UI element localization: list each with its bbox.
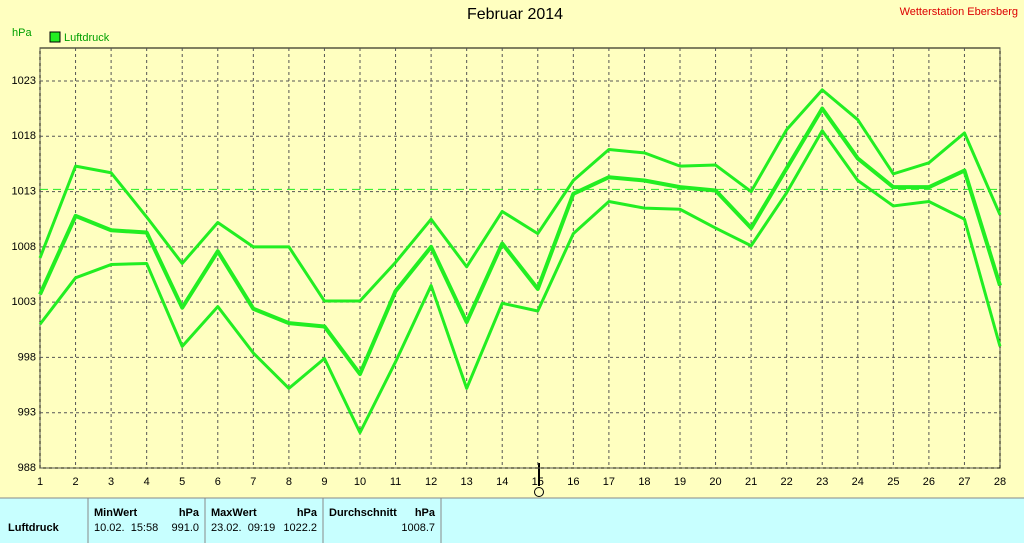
series-line [38,129,1002,435]
table-unit: hPa [415,507,436,519]
x-tick-label: 3 [108,476,114,488]
table-value: 1008.7 [401,522,435,534]
x-tick-label: 26 [923,476,935,488]
x-tick-label: 5 [179,476,185,488]
y-tick-label: 998 [18,351,36,363]
y-tick-label: 988 [18,462,36,474]
table-header: MinWert [94,507,138,519]
y-tick-label: 1008 [12,241,36,253]
source: Wetterstation Ebersberg [900,6,1018,18]
legend-swatch [49,31,61,43]
table-unit: hPa [297,507,318,519]
y-tick-label: 1013 [12,185,36,197]
cursor-knob [534,487,544,497]
table-unit: hPa [179,507,200,519]
legend-label: Luftdruck [64,32,110,44]
series-line [38,88,1002,303]
x-tick-label: 17 [603,476,615,488]
x-tick-label: 16 [567,476,579,488]
table-header: MaxWert [211,507,257,519]
table-header: Durchschnitt [329,507,397,519]
x-tick-label: 23 [816,476,828,488]
x-tick-label: 24 [852,476,864,488]
x-tick-label: 7 [250,476,256,488]
table-value: 1022.2 [283,522,317,534]
series-line [38,106,1002,377]
x-tick-label: 15 [532,476,544,488]
y-tick-label: 1023 [12,75,36,87]
y-tick-label: 1018 [12,130,36,142]
x-tick-label: 19 [674,476,686,488]
y-tick-label: 993 [18,407,36,419]
x-tick-label: 10 [354,476,366,488]
x-tick-label: 22 [781,476,793,488]
table-row-label: Luftdruck [8,522,60,534]
x-tick-label: 9 [321,476,327,488]
x-tick-label: 8 [286,476,292,488]
x-tick-label: 4 [144,476,150,488]
x-tick-label: 1 [37,476,43,488]
y-tick-label: 1003 [12,296,36,308]
x-tick-label: 27 [958,476,970,488]
x-tick-label: 12 [425,476,437,488]
x-tick-label: 21 [745,476,757,488]
x-tick-label: 13 [461,476,473,488]
x-tick-label: 2 [72,476,78,488]
x-tick-label: 14 [496,476,508,488]
x-tick-label: 11 [390,476,401,488]
x-tick-label: 28 [994,476,1006,488]
y-axis-label: hPa [12,27,32,39]
chart-title: Februar 2014 [467,6,563,23]
table-value: 991.0 [171,522,199,534]
table-time: 23.02. 09:19 [211,522,275,534]
x-tick-label: 20 [709,476,721,488]
table-bg [0,498,1024,543]
x-tick-label: 25 [887,476,899,488]
table-time: 10.02. 15:58 [94,522,158,534]
x-tick-label: 18 [638,476,650,488]
x-tick-label: 6 [215,476,221,488]
